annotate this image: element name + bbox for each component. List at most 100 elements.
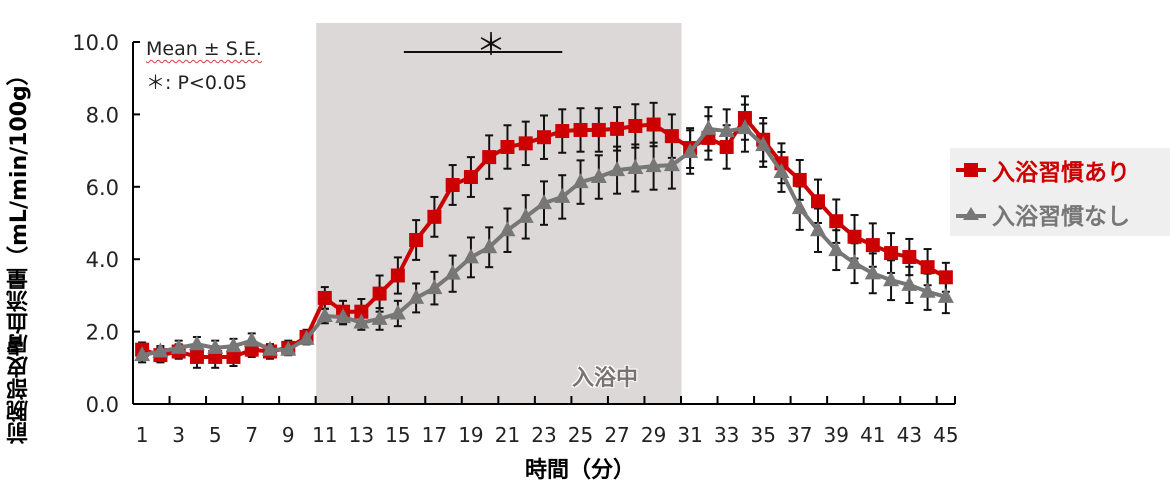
square-marker-icon (354, 304, 369, 319)
bathing-period-label: 入浴中 (572, 366, 639, 391)
triangle-marker-icon (810, 221, 826, 237)
x-tick-label: 41 (860, 423, 885, 447)
x-tick-label: 7 (245, 423, 258, 447)
y-tick-label: 0.0 (86, 393, 119, 417)
triangle-marker-icon (682, 143, 699, 159)
x-tick-label: 39 (824, 423, 849, 447)
triangle-marker-icon (791, 199, 808, 215)
square-marker-icon (226, 349, 241, 364)
square-marker-icon (555, 124, 570, 139)
square-marker-icon (409, 233, 424, 248)
mean-se-note: Mean ± S.E. (146, 38, 262, 60)
triangle-marker-icon (755, 136, 772, 152)
triangle-marker-icon (499, 221, 516, 237)
square-marker-icon (317, 290, 332, 305)
square-marker-icon (445, 177, 460, 192)
square-marker-icon (500, 139, 515, 154)
square-marker-icon (482, 150, 497, 165)
legend: 入浴習慣あり 入浴習慣なし (950, 148, 1170, 236)
square-marker-icon (938, 270, 953, 285)
triangle-marker-icon (298, 329, 315, 345)
x-tick-label: 11 (312, 423, 337, 447)
triangle-marker-icon (536, 194, 552, 210)
significance-note: ＊: P<0.05 (146, 72, 248, 94)
triangle-marker-icon (736, 119, 753, 135)
x-tick-label: 45 (933, 423, 958, 447)
triangle-marker-icon (718, 122, 735, 138)
x-tick-label: 1 (136, 423, 149, 447)
x-tick-label: 37 (787, 423, 812, 447)
triangle-marker-icon (389, 304, 406, 320)
square-marker-icon (518, 136, 533, 151)
triangle-marker-icon (134, 346, 151, 362)
y-tick-label: 8.0 (86, 103, 119, 127)
triangle-marker-icon (462, 248, 479, 264)
x-tick-label: 29 (641, 423, 666, 447)
triangle-marker-icon (609, 161, 626, 177)
triangle-marker-icon (901, 275, 918, 291)
square-marker-icon (610, 121, 625, 136)
x-tick-label: 3 (172, 423, 185, 447)
x-tick-label: 25 (568, 423, 593, 447)
triangle-marker-icon (262, 340, 278, 356)
y-tick-label: 10.0 (72, 31, 119, 55)
triangle-marker-icon (590, 168, 607, 184)
square-marker-icon (829, 214, 844, 229)
triangle-marker-icon (335, 308, 352, 324)
square-marker-icon (792, 172, 807, 187)
triangle-marker-icon (170, 338, 187, 354)
x-tick-label: 33 (714, 423, 739, 447)
triangle-marker-icon (846, 254, 863, 270)
triangle-marker-icon (280, 340, 297, 356)
square-marker-icon (920, 260, 935, 275)
legend-label: 入浴習慣あり (992, 160, 1130, 186)
square-marker-icon (865, 238, 880, 253)
triangle-marker-icon (243, 331, 260, 347)
red-square-marker-icon (956, 163, 986, 177)
triangle-marker-icon (408, 288, 425, 304)
legend-label: 入浴習慣なし (992, 204, 1130, 230)
triangle-marker-icon (481, 238, 498, 254)
triangle-marker-icon (627, 158, 644, 174)
x-tick-label: 13 (349, 423, 374, 447)
square-marker-icon (847, 229, 862, 244)
x-tick-label: 23 (531, 423, 556, 447)
x-tick-label: 19 (458, 423, 483, 447)
x-tick-label: 5 (209, 423, 222, 447)
square-marker-icon (189, 349, 204, 364)
triangle-marker-icon (572, 173, 589, 189)
triangle-marker-icon (663, 156, 680, 172)
x-tick-label: 21 (495, 423, 520, 447)
gray-triangle-marker-icon (956, 207, 986, 220)
square-marker-icon (573, 122, 588, 137)
x-tick-label: 35 (750, 423, 775, 447)
triangle-marker-icon (152, 342, 169, 358)
y-tick-label: 2.0 (86, 321, 119, 345)
bathing-period-shade (316, 23, 682, 404)
triangle-marker-icon (700, 119, 717, 135)
y-tick-label: 4.0 (86, 248, 119, 272)
square-marker-icon (591, 122, 606, 137)
square-marker-icon (646, 117, 661, 132)
legend-item-no-bathing-habit: 入浴習慣なし (954, 194, 1130, 234)
y-tick-label: 6.0 (86, 176, 119, 200)
triangle-marker-icon (188, 335, 205, 351)
square-marker-icon (537, 130, 551, 145)
triangle-marker-icon (554, 187, 571, 203)
triangle-marker-icon (645, 157, 662, 173)
triangle-marker-icon (316, 307, 333, 323)
square-marker-icon (390, 268, 405, 283)
triangle-marker-icon (444, 264, 461, 280)
triangle-marker-icon (828, 241, 845, 257)
y-axis-label: 前腕部皮膚血流量（mL/min/100g） (7, 63, 32, 445)
x-axis-label: 時間（分） (524, 458, 635, 483)
square-marker-icon (719, 139, 734, 154)
triangle-marker-icon (225, 337, 242, 353)
x-tick-label: 31 (677, 423, 702, 447)
square-marker-icon (427, 209, 442, 224)
x-tick-label: 27 (604, 423, 629, 447)
triangle-marker-icon (517, 207, 534, 223)
legend-item-bathing-habit: 入浴習慣あり (954, 150, 1130, 190)
